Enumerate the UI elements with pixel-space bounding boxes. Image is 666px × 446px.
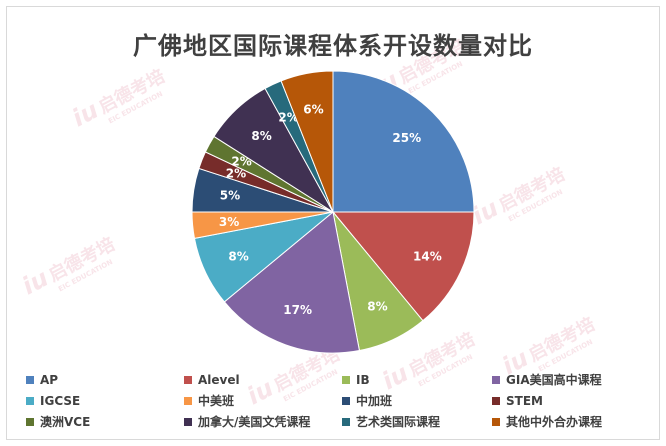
legend-entry: 艺术类国际课程 [342,413,492,430]
legend-swatch [342,396,350,405]
legend-entry: IGCSE [26,392,184,409]
slice-data-label: 8% [251,129,271,143]
legend-entry: Alevel [184,371,342,388]
slice-data-label: 5% [220,189,240,203]
legend-label: 澳洲VCE [40,415,91,429]
legend-entry: 澳洲VCE [26,413,184,430]
legend-swatch [184,396,192,405]
slice-data-label: 14% [413,249,442,263]
slice-data-label: 2% [278,111,298,125]
legend-swatch [26,396,34,405]
legend-entry: 中美班 [184,392,342,409]
legend-label: 中美班 [198,394,235,408]
slice-data-label: 17% [283,303,312,317]
legend-entry: 中加班 [342,392,492,409]
chart-legend: AP Alevel IB GIA美国高中课程 IGCSE 中美班 中加班 STEM 澳洲VCE 加… [26,371,646,430]
legend-label: 中加班 [356,394,393,408]
legend-swatch [342,375,350,384]
legend-label: IGCSE [40,393,81,408]
legend-entry: STEM [492,392,646,409]
legend-swatch [184,375,192,384]
legend-swatch [342,417,350,426]
legend-label: IB [356,372,370,387]
legend-label: Alevel [198,372,240,387]
legend-swatch [26,375,34,384]
legend-entry: AP [26,371,184,388]
legend-swatch [492,417,500,426]
pie-slice [332,70,475,213]
legend-entry: IB [342,371,492,388]
slice-data-label: 2% [226,167,246,181]
legend-swatch [184,417,192,426]
slice-data-label: 8% [367,299,387,313]
legend-entry: GIA美国高中课程 [492,371,646,388]
legend-label: 艺术类国际课程 [356,415,441,429]
slice-data-label: 8% [228,249,248,263]
pie-slice [331,211,475,322]
chart-title: 广佛地区国际课程体系开设数量对比 [133,32,533,60]
slice-data-label: 25% [392,131,421,145]
legend-entry: 加拿大/美国文凭课程 [184,413,342,430]
legend-label: 加拿大/美国文凭课程 [198,415,311,429]
legend-entry: 其他中外合办课程 [492,413,646,430]
legend-swatch [492,375,500,384]
legend-label: STEM [506,393,543,408]
pie-slice [223,211,361,354]
legend-swatch [492,396,500,405]
legend-label: GIA美国高中课程 [506,373,602,387]
slice-data-label: 2% [231,155,251,169]
pie-chart: 25%14%8%17%8%3%5%2%2%8%2%6% [191,70,475,354]
slice-data-label: 3% [219,215,239,229]
slice-data-label: 6% [303,103,323,117]
legend-label: AP [40,372,59,387]
legend-swatch [26,417,34,426]
legend-label: 其他中外合办课程 [506,415,603,429]
pie-slice [280,70,334,213]
